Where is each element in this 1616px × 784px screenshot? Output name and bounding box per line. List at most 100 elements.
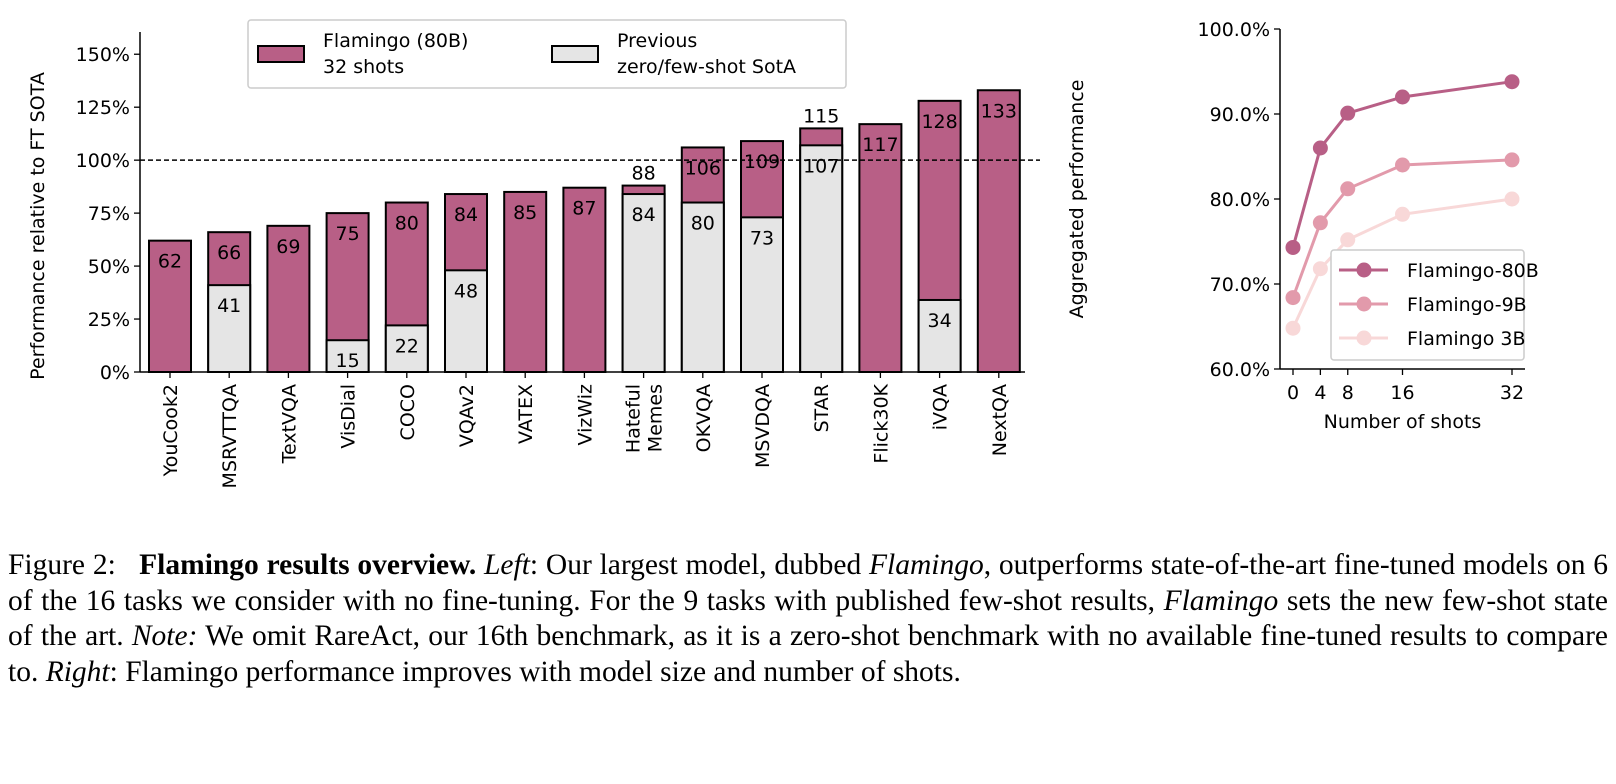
flamingo-value-label: 87 bbox=[572, 198, 596, 220]
y-tick-label: 80.0% bbox=[1210, 189, 1270, 211]
x-tick-label: TextVQA bbox=[278, 384, 300, 464]
x-tick-label: OKVQA bbox=[693, 384, 715, 452]
y-tick-label: 0% bbox=[100, 362, 130, 384]
y-tick-label: 125% bbox=[76, 97, 130, 119]
flamingo-bar bbox=[503, 190, 548, 373]
previous-value-label: 41 bbox=[217, 295, 241, 317]
y-tick-label: 100.0% bbox=[1198, 19, 1270, 41]
flamingo-value-label: 62 bbox=[158, 251, 182, 273]
caption-text: : Flamingo performance improves with mod… bbox=[109, 655, 961, 688]
previous-sota-bar bbox=[799, 144, 844, 373]
previous-value-label: 80 bbox=[691, 213, 715, 235]
legend-box bbox=[247, 19, 847, 89]
legend: Flamingo (80B) 32 shots Previous zero/few-s… bbox=[247, 19, 847, 89]
data-point bbox=[1504, 152, 1520, 168]
legend-label: Flamingo-9B bbox=[1407, 294, 1527, 316]
bar-chart: 0% 25% 50% 75% 100% 125% 150% Performance relat… bbox=[27, 19, 1040, 488]
data-point bbox=[1285, 320, 1301, 336]
figure: 0% 25% 50% 75% 100% 125% 150% Performance relat… bbox=[27, 19, 1539, 488]
legend-label: Flamingo-80B bbox=[1407, 260, 1539, 282]
data-point bbox=[1312, 261, 1328, 277]
y-tick-label: 50% bbox=[88, 256, 130, 278]
legend-marker bbox=[1356, 296, 1372, 312]
previous-value-label: 73 bbox=[750, 227, 774, 249]
y-tick-label: 70.0% bbox=[1210, 274, 1270, 296]
flamingo-bar bbox=[858, 123, 903, 374]
data-point bbox=[1504, 191, 1520, 207]
legend-swatch-previous bbox=[551, 45, 599, 63]
previous-sota-bar bbox=[384, 324, 429, 374]
flamingo-value-label: 117 bbox=[862, 134, 898, 156]
x-tick-label: 32 bbox=[1500, 382, 1524, 404]
x-tick-label: 8 bbox=[1342, 382, 1354, 404]
data-point bbox=[1395, 206, 1410, 222]
y-tick-label: 100% bbox=[76, 150, 130, 172]
legend-label: Flamingo 3B bbox=[1407, 328, 1526, 350]
legend-label: Previous bbox=[617, 30, 697, 52]
flamingo-value-label: 128 bbox=[921, 111, 957, 133]
legend-swatch-flamingo bbox=[257, 45, 305, 63]
legend-label: Flamingo (80B) bbox=[323, 30, 468, 52]
previous-sota-bar bbox=[207, 284, 252, 374]
legend-box bbox=[1330, 249, 1525, 361]
previous-value-label: 22 bbox=[395, 335, 419, 357]
x-tick-label: STAR bbox=[811, 384, 833, 432]
x-tick-label: COCO bbox=[397, 384, 419, 440]
x-tick-label: YouCook2 bbox=[160, 384, 182, 477]
flamingo-bar bbox=[976, 89, 1021, 373]
x-tick-label: VizWiz bbox=[574, 384, 596, 445]
y-axis-label: Aggregated performance bbox=[1066, 80, 1088, 319]
previous-value-label: 107 bbox=[803, 155, 839, 177]
caption-label: Figure 2: bbox=[8, 549, 116, 581]
flamingo-value-label: 88 bbox=[632, 163, 656, 185]
caption-text: : Our largest model, dubbed bbox=[529, 549, 870, 581]
x-tick-label: VATEX bbox=[515, 384, 537, 444]
previous-value-label: 34 bbox=[928, 310, 952, 332]
x-tick-label: Memes bbox=[645, 384, 667, 452]
previous-sota-bar bbox=[621, 193, 666, 373]
caption-text: , outperforms state-of-the-art fine-tune… bbox=[8, 549, 1609, 617]
line-chart: 60.0% 70.0% 80.0% 90.0% 100.0% 0 4 8 16 32 Number … bbox=[1066, 19, 1539, 433]
legend-marker bbox=[1356, 262, 1372, 278]
y-tick-label: 25% bbox=[88, 309, 130, 331]
y-tick-label: 75% bbox=[88, 203, 130, 225]
caption-note: Note: bbox=[131, 620, 198, 652]
caption-text: We omit RareAct, our 16th benchmark, as … bbox=[8, 620, 1608, 688]
flamingo-value-label: 80 bbox=[395, 213, 419, 235]
flamingo-value-label: 84 bbox=[454, 204, 478, 226]
y-tick-label: 60.0% bbox=[1210, 359, 1270, 381]
data-point bbox=[1340, 105, 1356, 121]
data-point bbox=[1312, 140, 1328, 156]
data-point bbox=[1395, 157, 1410, 173]
previous-sota-bar bbox=[325, 339, 370, 374]
data-point bbox=[1340, 232, 1356, 248]
x-tick-label: MSRVTTQA bbox=[219, 384, 241, 488]
x-tick-label: Hateful bbox=[623, 384, 645, 453]
caption-left: Left bbox=[484, 549, 530, 581]
caption-text: sets the new few-shot state of the art. bbox=[8, 584, 1608, 653]
flamingo-bar bbox=[562, 186, 607, 373]
y-tick-label: 150% bbox=[76, 44, 130, 66]
figure-caption: Figure 2: Flamingo results overview. Lef… bbox=[8, 548, 1608, 690]
caption-right: Right bbox=[45, 655, 110, 688]
flamingo-value-label: 106 bbox=[685, 157, 721, 179]
x-tick-label: VisDial bbox=[338, 384, 360, 449]
data-point bbox=[1504, 74, 1520, 90]
x-tick-label: iVQA bbox=[930, 384, 952, 430]
caption-flamingo: Flamingo bbox=[1163, 584, 1279, 617]
x-tick-label: VQAv2 bbox=[456, 384, 478, 447]
x-tick-label: 4 bbox=[1314, 382, 1326, 404]
previous-sota-bar bbox=[680, 201, 725, 373]
x-tick-label: 0 bbox=[1287, 382, 1299, 404]
x-axis-label: Number of shots bbox=[1324, 411, 1482, 433]
flamingo-value-label: 85 bbox=[513, 202, 537, 224]
y-axis-label: Performance relative to FT SOTA bbox=[27, 72, 49, 380]
data-point bbox=[1312, 215, 1328, 231]
flamingo-value-label: 133 bbox=[981, 100, 1017, 122]
y-tick-label: 90.0% bbox=[1210, 104, 1270, 126]
x-tick-label: Flick30K bbox=[870, 383, 892, 463]
previous-value-label: 15 bbox=[336, 350, 360, 372]
previous-value-label: 84 bbox=[632, 204, 656, 226]
caption-flamingo: Flamingo bbox=[869, 549, 984, 581]
x-tick-label: 16 bbox=[1390, 382, 1414, 404]
